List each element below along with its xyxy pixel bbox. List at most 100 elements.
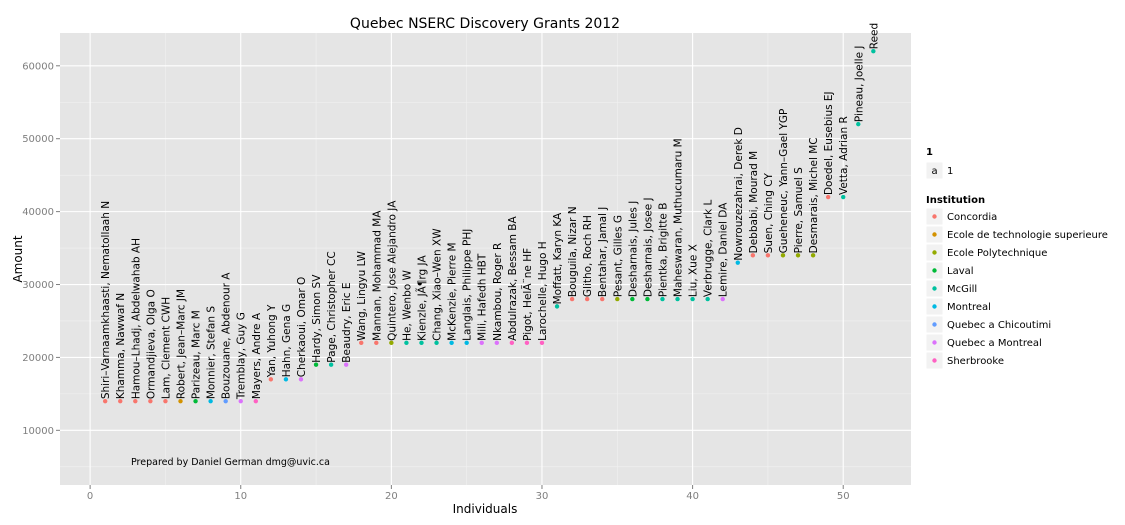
data-point-label: Kienzle, JÃ¶rg JA	[415, 255, 428, 341]
plot-panel	[60, 33, 911, 485]
data-point-label: Chang, Xiao–Wen XW	[432, 228, 444, 341]
y-tick-label: 50000	[22, 134, 54, 145]
legend-institution-title: Institution	[926, 195, 985, 206]
data-point-label: Robert, Jean–Marc JM	[175, 289, 187, 399]
data-point-label: Beaudry, Eric E	[341, 282, 353, 362]
data-point-label: Desmarais, Michel MC	[808, 137, 820, 253]
data-point	[841, 194, 846, 200]
data-point-label: Pierre, Samuel S	[793, 167, 805, 254]
data-point-label: Mannan, Mohammad MA	[371, 210, 383, 341]
data-point-label: Verbrugge, Clark L	[703, 199, 715, 297]
data-point	[163, 398, 168, 404]
data-point-label: Nkambou, Roger R	[492, 243, 504, 341]
data-point	[178, 398, 183, 404]
legend-swatch	[932, 268, 937, 273]
data-point-label: Bentahar, Jamal J	[597, 207, 609, 298]
data-point-label: Monnier, Stefan S	[206, 306, 218, 400]
prepared-by-annotation: Prepared by Daniel German dmg@uvic.ca	[131, 457, 330, 468]
legend-swatch	[932, 214, 937, 219]
data-point	[464, 340, 469, 346]
data-point	[720, 296, 725, 302]
y-tick-label: 60000	[22, 61, 54, 72]
x-axis-title: Individuals	[453, 502, 518, 516]
legend-label: Quebec a Chicoutimi	[947, 320, 1051, 331]
data-points: Shiri–Varnaamkhaasti, Nematollaah N Khamm…	[100, 23, 880, 404]
data-point	[584, 296, 590, 302]
data-point	[253, 398, 259, 404]
data-point	[645, 296, 650, 302]
data-point-label: Pigot, HelÃ¨ne HF	[521, 248, 534, 341]
data-point-label: Mayers, Andre A	[251, 312, 263, 399]
data-point-label: Debbabi, Mourad M	[748, 151, 760, 254]
data-point	[494, 340, 499, 346]
data-point	[223, 398, 228, 404]
legend-swatch	[932, 286, 937, 291]
data-point	[825, 194, 831, 200]
data-point	[615, 296, 620, 302]
data-point	[750, 253, 756, 258]
y-tick-label: 30000	[22, 280, 54, 291]
x-axis: 0 10 20 30 40 50	[87, 485, 850, 502]
data-point-label: Vetta, Adrian R	[838, 116, 850, 195]
data-point-label: Page, Christopher CC	[326, 251, 338, 362]
y-tick-label: 10000	[22, 426, 54, 437]
data-point	[298, 377, 304, 382]
data-point-label: Cherkaoui, Omar O	[296, 277, 308, 378]
data-point	[343, 362, 349, 367]
data-point-label: Lam, Clement CWH	[160, 297, 172, 399]
data-point	[780, 253, 786, 258]
data-point-label: Reed	[868, 23, 880, 49]
data-point-label: He, Wenbo W	[401, 269, 413, 340]
data-point	[268, 377, 274, 382]
data-point	[524, 340, 530, 346]
x-tick-label: 0	[87, 491, 93, 502]
legend: 1 a 1 Institution Concordia Ecole de tech…	[925, 147, 1108, 370]
data-point-label: Hardy, Simon SV	[311, 274, 323, 363]
legend-swatch	[932, 322, 937, 327]
data-point	[133, 398, 138, 404]
data-point	[102, 398, 108, 404]
legend-swatch	[932, 232, 937, 237]
data-point-label: Lemire, Daniel DA	[718, 202, 730, 297]
data-point	[600, 296, 605, 302]
data-point-label: Hahn, Gena G	[281, 304, 293, 377]
data-point	[359, 340, 364, 346]
data-point-label: Liu, Xue X	[688, 244, 700, 297]
legend-swatch	[932, 250, 937, 255]
data-point-label: Moffatt, Karyn KA	[552, 212, 564, 304]
data-point	[554, 304, 560, 309]
legend-label: Montreal	[947, 302, 991, 313]
data-point-label: Doedel, Eusebius EJ	[823, 91, 835, 195]
x-tick-label: 30	[536, 491, 549, 502]
data-point-label: Maheswaran, Muthucumaru M	[673, 138, 685, 297]
data-point	[479, 340, 484, 346]
data-point	[328, 362, 334, 367]
data-point-label: Suen, Ching CY	[763, 173, 775, 254]
data-point	[539, 340, 545, 346]
data-point-label: Desharnais, Jules J	[627, 201, 639, 297]
data-point	[374, 340, 379, 346]
data-point-label: Desharnais, Josee J	[642, 197, 654, 297]
legend-label: Quebec a Montreal	[947, 338, 1042, 349]
data-point-label: Shiri–Varnaamkhaasti, Nematollaah N	[100, 201, 112, 399]
data-point-label: Wang, Lingyu LW	[356, 251, 368, 341]
data-point	[690, 296, 695, 302]
data-point	[238, 398, 243, 404]
data-point-label: Langlais, Philippe PHJ	[462, 229, 474, 341]
data-point	[765, 253, 771, 258]
legend-key-label: 1	[947, 166, 953, 177]
legend-label: McGill	[947, 284, 977, 295]
data-point-label: Yan, Yuhong Y	[266, 304, 278, 378]
data-point-label: Pientka, Brigitte B	[657, 203, 669, 298]
legend-key-title: 1	[926, 147, 933, 158]
data-point	[675, 296, 680, 302]
y-axis: 10000 20000 30000 40000 50000 60000	[22, 61, 60, 437]
legend-label: Laval	[947, 266, 974, 277]
x-tick-label: 10	[234, 491, 247, 502]
grid-major	[60, 33, 911, 485]
y-tick-label: 20000	[22, 353, 54, 364]
data-point	[509, 340, 515, 346]
data-point-label: Quintero, Jose Alejandro JA	[386, 200, 398, 341]
y-tick-label: 40000	[22, 207, 54, 218]
data-point-label: Abdulrazak, Bessam BA	[507, 215, 519, 340]
